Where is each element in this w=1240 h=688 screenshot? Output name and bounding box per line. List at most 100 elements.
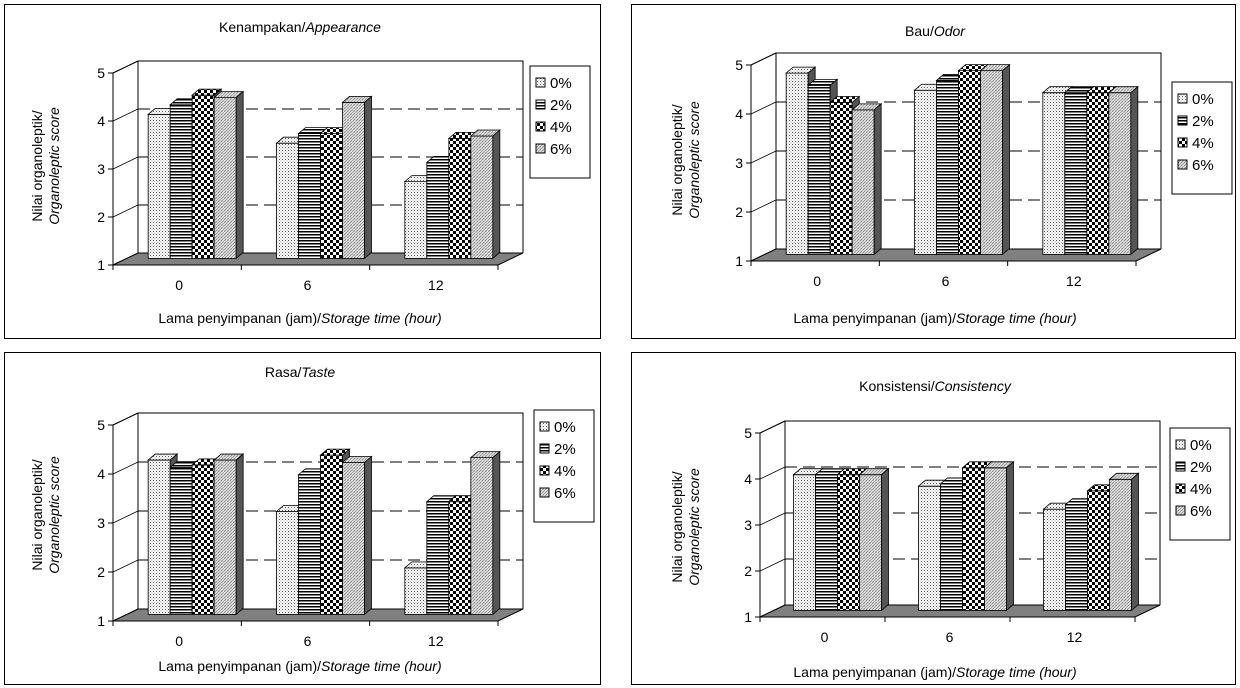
y-tick-label: 1 bbox=[97, 613, 105, 629]
bar bbox=[851, 102, 883, 256]
legend-swatch bbox=[1177, 137, 1188, 148]
chart-title: Bau/Odor bbox=[905, 23, 966, 39]
y-tick-label: 2 bbox=[744, 563, 752, 579]
legend-swatch bbox=[1175, 439, 1186, 450]
x-tick-label: 0 bbox=[813, 273, 821, 289]
legend-swatch bbox=[535, 77, 546, 88]
y-tick-diag bbox=[112, 559, 139, 573]
chart-title: Kenampakan/Appearance bbox=[219, 19, 381, 35]
y-tick-diag bbox=[750, 101, 777, 115]
y-tick-diag bbox=[750, 52, 777, 66]
legend-swatch bbox=[1177, 93, 1188, 104]
legend-swatch bbox=[539, 421, 550, 432]
y-tick-label: 1 bbox=[97, 257, 105, 273]
legend-label: 4% bbox=[1190, 481, 1212, 498]
y-tick-diag bbox=[112, 608, 139, 622]
bar bbox=[979, 63, 1011, 256]
legend-label: 0% bbox=[554, 419, 576, 436]
bar bbox=[1107, 85, 1139, 256]
legend-label: 6% bbox=[1192, 157, 1214, 174]
y-tick-diag bbox=[759, 604, 786, 618]
y-tick-diag bbox=[112, 60, 139, 74]
legend-label: 2% bbox=[554, 441, 576, 458]
y-tick-label: 3 bbox=[744, 517, 752, 533]
legend-label: 2% bbox=[1190, 459, 1212, 476]
y-tick-label: 4 bbox=[97, 466, 105, 482]
legend-swatch bbox=[535, 143, 546, 154]
x-tick-label: 6 bbox=[942, 273, 950, 289]
y-tick-diag bbox=[112, 108, 139, 122]
y-axis-label: Nilai organoleptik/Organoleptic score bbox=[29, 107, 62, 225]
y-tick-diag bbox=[112, 252, 139, 266]
x-tick-label: 12 bbox=[1066, 273, 1082, 289]
y-tick-label: 5 bbox=[97, 65, 105, 81]
chart-panel-odor: 1 2 3 4 5 0 6 12 Bau/Odor Lama penyimpanan (jam)/… bbox=[631, 4, 1236, 339]
legend: 0% 2% 4% 6% bbox=[533, 409, 595, 523]
legend-swatch bbox=[539, 487, 550, 498]
x-tick-label: 12 bbox=[428, 633, 444, 649]
legend-label: 4% bbox=[554, 463, 576, 480]
x-tick-label: 6 bbox=[304, 277, 312, 293]
bar bbox=[469, 129, 501, 260]
legend-swatch bbox=[539, 443, 550, 454]
y-tick-label: 4 bbox=[735, 106, 743, 122]
x-tick-label: 12 bbox=[1067, 629, 1083, 645]
legend-label: 0% bbox=[1192, 91, 1214, 108]
legend-swatch bbox=[1177, 115, 1188, 126]
chart-title: Rasa/Taste bbox=[265, 364, 336, 380]
x-tick-label: 6 bbox=[946, 629, 954, 645]
legend: 0% 2% 4% 6% bbox=[1169, 427, 1231, 541]
y-axis-label: Nilai organoleptik/Organoleptic score bbox=[669, 468, 702, 586]
chart-panel-appearance: 1 2 3 4 5 0 6 12 Kenampakan/Appearance Lama penyi… bbox=[4, 4, 601, 339]
legend-swatch bbox=[535, 99, 546, 110]
x-axis-label: Lama penyimpanan (jam)/Storage time (hou… bbox=[158, 310, 441, 326]
y-tick-label: 3 bbox=[97, 161, 105, 177]
bar bbox=[858, 467, 890, 612]
y-tick-label: 2 bbox=[97, 209, 105, 225]
chart-title: Konsistensi/Consistency bbox=[859, 378, 1012, 394]
bar bbox=[1108, 472, 1140, 612]
bar bbox=[469, 450, 501, 616]
y-tick-label: 1 bbox=[735, 253, 743, 269]
x-tick-label: 12 bbox=[428, 277, 444, 293]
legend-label: 6% bbox=[1190, 503, 1212, 520]
legend-label: 4% bbox=[550, 119, 572, 136]
legend-label: 6% bbox=[550, 141, 572, 158]
y-tick-diag bbox=[112, 412, 139, 426]
y-tick-label: 2 bbox=[97, 564, 105, 580]
y-tick-diag bbox=[759, 420, 786, 434]
legend: 0% 2% 4% 6% bbox=[1171, 81, 1233, 195]
chart-panel-taste: 1 2 3 4 5 0 6 12 Rasa/Taste Lama penyimpanan (jam… bbox=[4, 352, 601, 685]
y-tick-label: 4 bbox=[97, 113, 105, 129]
x-tick-label: 6 bbox=[304, 633, 312, 649]
y-tick-label: 4 bbox=[744, 471, 752, 487]
legend-swatch bbox=[1175, 505, 1186, 516]
legend-swatch bbox=[1175, 461, 1186, 472]
y-tick-label: 1 bbox=[744, 609, 752, 625]
x-tick-label: 0 bbox=[175, 633, 183, 649]
legend-swatch bbox=[535, 121, 546, 132]
y-tick-diag bbox=[112, 461, 139, 475]
x-axis-label: Lama penyimpanan (jam)/Storage time (hou… bbox=[793, 310, 1076, 326]
chart-panel-consistency: 1 2 3 4 5 0 6 12 Konsistensi/Consistency Lama pen… bbox=[631, 352, 1236, 685]
bar bbox=[341, 455, 373, 616]
x-tick-label: 0 bbox=[821, 629, 829, 645]
y-tick-label: 5 bbox=[735, 57, 743, 73]
legend-swatch bbox=[539, 465, 550, 476]
y-tick-diag bbox=[750, 199, 777, 213]
y-tick-diag bbox=[759, 558, 786, 572]
y-tick-diag bbox=[759, 512, 786, 526]
bar bbox=[983, 460, 1015, 612]
y-tick-diag bbox=[112, 204, 139, 218]
legend-label: 6% bbox=[554, 485, 576, 502]
y-axis-label: Nilai organoleptik/Organoleptic score bbox=[29, 456, 62, 574]
y-tick-label: 2 bbox=[735, 204, 743, 220]
y-tick-diag bbox=[112, 156, 139, 170]
y-tick-label: 3 bbox=[735, 155, 743, 171]
legend-label: 2% bbox=[550, 97, 572, 114]
y-axis-label: Nilai organoleptik/Organoleptic score bbox=[669, 101, 702, 219]
